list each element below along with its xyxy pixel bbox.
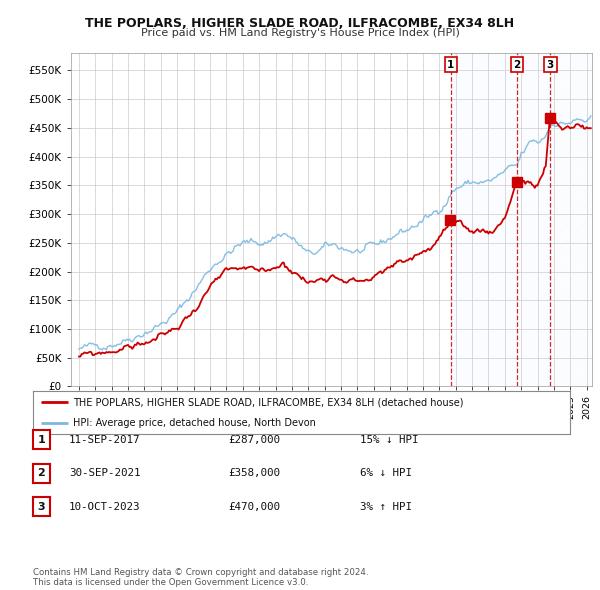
Text: £470,000: £470,000 — [228, 502, 280, 512]
Text: THE POPLARS, HIGHER SLADE ROAD, ILFRACOMBE, EX34 8LH (detached house): THE POPLARS, HIGHER SLADE ROAD, ILFRACOM… — [73, 397, 464, 407]
Text: 11-SEP-2017: 11-SEP-2017 — [69, 435, 140, 444]
Bar — [451, 53, 550, 386]
Text: 2: 2 — [514, 60, 521, 70]
Text: Price paid vs. HM Land Registry's House Price Index (HPI): Price paid vs. HM Land Registry's House … — [140, 28, 460, 38]
Text: 6% ↓ HPI: 6% ↓ HPI — [360, 468, 412, 478]
Text: 1: 1 — [38, 435, 45, 444]
Text: Contains HM Land Registry data © Crown copyright and database right 2024.
This d: Contains HM Land Registry data © Crown c… — [33, 568, 368, 587]
Bar — [550, 53, 600, 386]
Text: 10-OCT-2023: 10-OCT-2023 — [69, 502, 140, 512]
Text: 1: 1 — [447, 60, 454, 70]
Text: 15% ↓ HPI: 15% ↓ HPI — [360, 435, 419, 444]
Text: 3% ↑ HPI: 3% ↑ HPI — [360, 502, 412, 512]
Text: 3: 3 — [547, 60, 554, 70]
Text: 3: 3 — [38, 502, 45, 512]
Text: 30-SEP-2021: 30-SEP-2021 — [69, 468, 140, 478]
Text: £358,000: £358,000 — [228, 468, 280, 478]
Text: HPI: Average price, detached house, North Devon: HPI: Average price, detached house, Nort… — [73, 418, 316, 428]
Text: THE POPLARS, HIGHER SLADE ROAD, ILFRACOMBE, EX34 8LH: THE POPLARS, HIGHER SLADE ROAD, ILFRACOM… — [85, 17, 515, 30]
Text: £287,000: £287,000 — [228, 435, 280, 444]
Text: 2: 2 — [38, 468, 45, 478]
